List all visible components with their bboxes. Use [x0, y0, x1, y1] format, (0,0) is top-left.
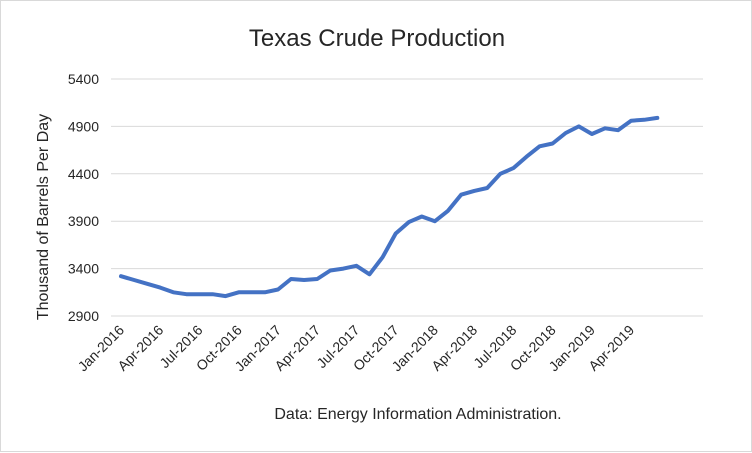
y-tick-label: 5400 [68, 71, 99, 87]
x-axis-ticks: Jan-2016Apr-2016Jul-2016Oct-2016Jan-2017… [75, 322, 638, 375]
series-line [119, 115, 660, 299]
source-note: Data: Energy Information Administration. [274, 406, 561, 423]
y-tick-label: 4900 [68, 118, 99, 134]
chart-title: Texas Crude Production [249, 25, 505, 52]
series-layer [119, 115, 660, 299]
y-tick-label: 3400 [68, 261, 99, 277]
y-tick-label: 2900 [68, 308, 99, 324]
gridlines [111, 78, 703, 317]
y-axis-title: Thousand of Barrels Per Day [35, 114, 52, 320]
y-tick-label: 3900 [68, 213, 99, 229]
y-axis-ticks: 2900 3400 3900 4400 4900 5400 [68, 71, 99, 324]
y-tick-label: 4400 [68, 166, 99, 182]
